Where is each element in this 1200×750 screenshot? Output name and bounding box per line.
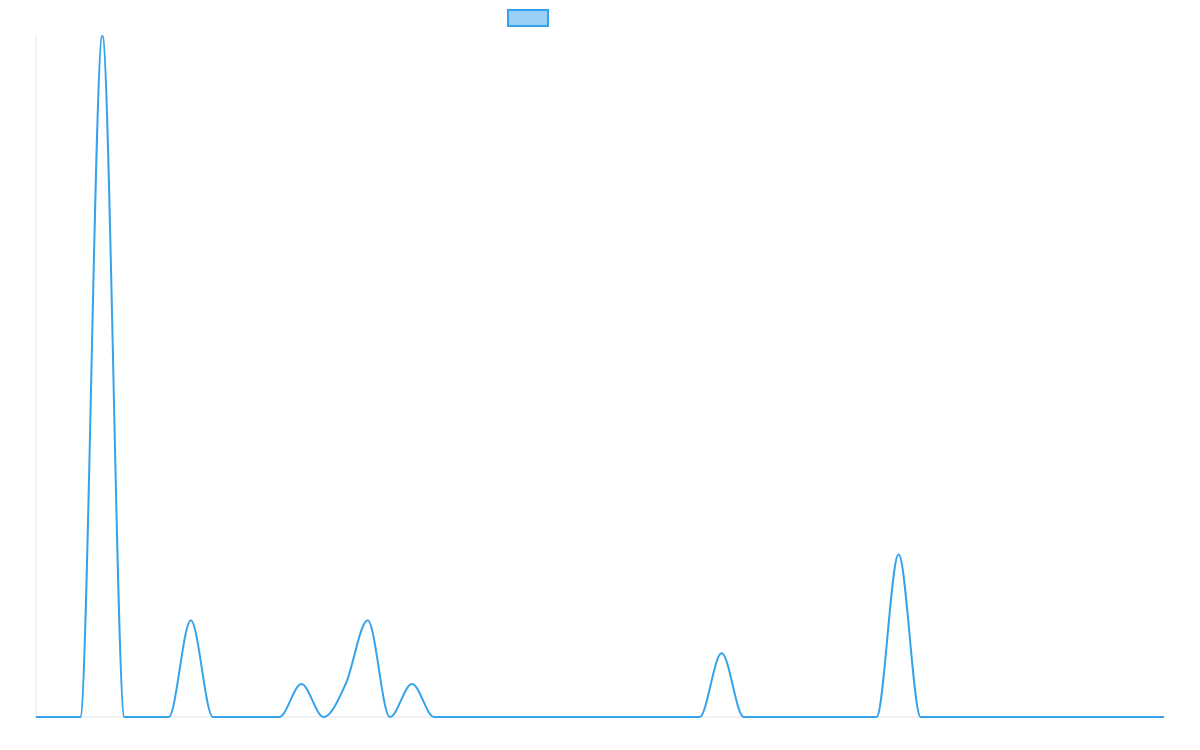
legend[interactable]: [507, 9, 549, 27]
series-line[interactable]: [35, 34, 1164, 719]
legend-swatch[interactable]: [507, 9, 549, 27]
